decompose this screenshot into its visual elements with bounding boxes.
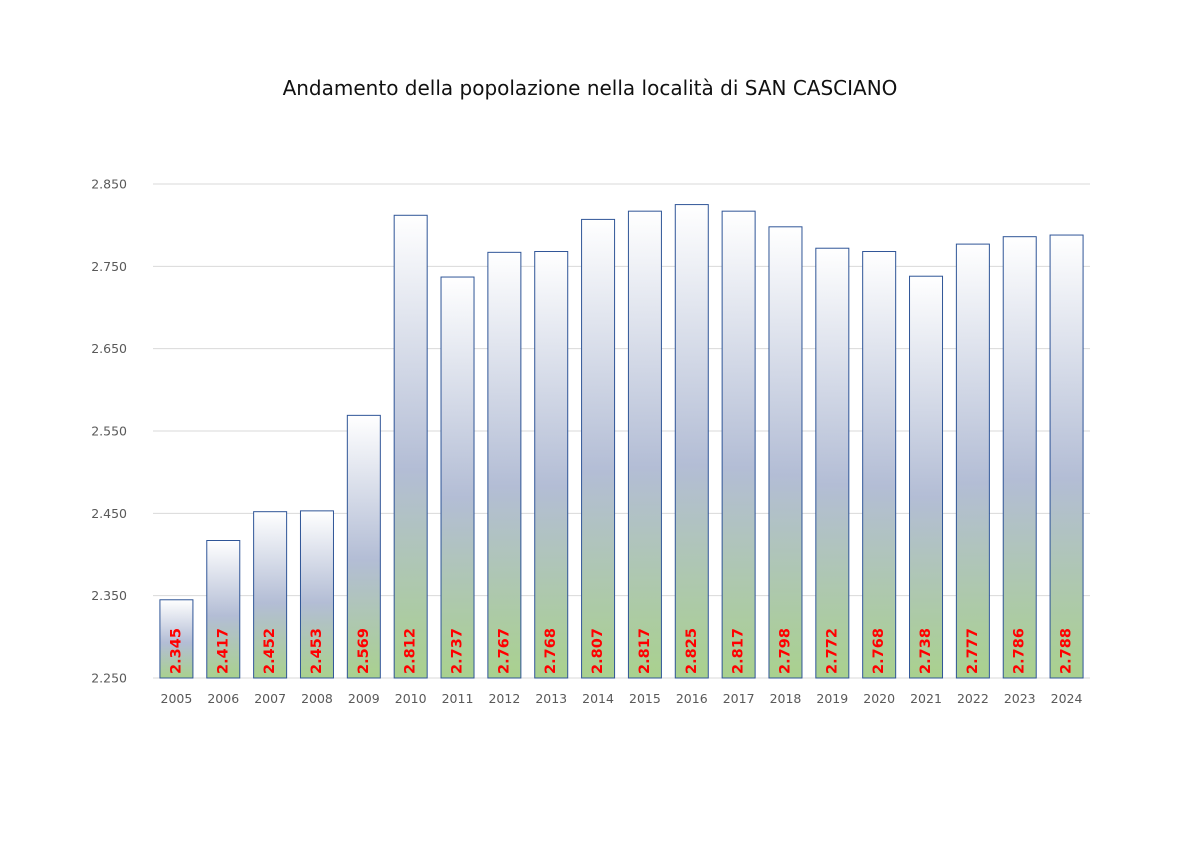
bar-2012 bbox=[487, 251, 522, 679]
x-tick-label: 2017 bbox=[723, 691, 755, 706]
bar-2023 bbox=[1002, 236, 1037, 679]
data-label: 2.777 bbox=[965, 628, 981, 674]
chart-title: Andamento della popolazione nella locali… bbox=[282, 76, 898, 100]
x-tick-label: 2021 bbox=[910, 691, 942, 706]
bar-2016 bbox=[674, 204, 709, 679]
x-tick-label: 2020 bbox=[863, 691, 895, 706]
x-tick-label: 2012 bbox=[488, 691, 520, 706]
bar-2005 bbox=[159, 599, 194, 679]
x-tick-label: 2023 bbox=[1004, 691, 1036, 706]
bar-2011 bbox=[440, 276, 475, 679]
data-label: 2.825 bbox=[684, 628, 700, 674]
bar-2013 bbox=[534, 251, 569, 679]
bars bbox=[159, 204, 1084, 679]
bar-2009 bbox=[346, 414, 381, 679]
x-tick-label: 2013 bbox=[535, 691, 567, 706]
x-tick-label: 2011 bbox=[442, 691, 474, 706]
data-label: 2.417 bbox=[215, 628, 231, 674]
y-tick-label: 2.450 bbox=[91, 506, 127, 521]
bar-2021 bbox=[909, 275, 944, 679]
y-tick-label: 2.850 bbox=[91, 177, 127, 192]
bar-2015 bbox=[627, 210, 662, 679]
bar-2020 bbox=[862, 251, 897, 679]
bar-2008 bbox=[299, 510, 334, 679]
data-label: 2.453 bbox=[309, 628, 325, 674]
x-tick-label: 2018 bbox=[770, 691, 802, 706]
x-tick-label: 2008 bbox=[301, 691, 333, 706]
data-label: 2.812 bbox=[403, 628, 419, 674]
data-label: 2.737 bbox=[450, 628, 466, 674]
data-label: 2.807 bbox=[590, 628, 606, 674]
data-labels: 2.345 2.417 2.452 2.453 2.569 2.812 2.737 2.767… bbox=[168, 628, 1074, 674]
x-tick-label: 2010 bbox=[395, 691, 427, 706]
data-label: 2.768 bbox=[543, 628, 559, 674]
data-label: 2.345 bbox=[168, 628, 184, 674]
data-label: 2.788 bbox=[1059, 628, 1075, 674]
bar-2019 bbox=[815, 247, 850, 679]
data-label: 2.768 bbox=[871, 628, 887, 674]
x-tick-label: 2005 bbox=[161, 691, 193, 706]
data-label: 2.817 bbox=[637, 628, 653, 674]
bar-2014 bbox=[581, 218, 616, 679]
y-tick-label: 2.650 bbox=[91, 341, 127, 356]
bar-2022 bbox=[955, 243, 990, 679]
data-label: 2.738 bbox=[918, 628, 934, 674]
y-tick-label: 2.550 bbox=[91, 424, 127, 439]
x-tick-label: 2024 bbox=[1051, 691, 1083, 706]
data-label: 2.817 bbox=[731, 628, 747, 674]
bar-2010 bbox=[393, 214, 428, 679]
bar-2017 bbox=[721, 210, 756, 679]
y-tick-label: 2.350 bbox=[91, 588, 127, 603]
x-tick-label: 2006 bbox=[207, 691, 239, 706]
x-axis-ticks: 2005 2006 2007 2008 2009 2010 2011 2012 2013 2014… bbox=[161, 691, 1083, 706]
data-label: 2.772 bbox=[824, 628, 840, 674]
bar-2024 bbox=[1049, 234, 1084, 679]
data-label: 2.452 bbox=[262, 628, 278, 674]
data-label: 2.767 bbox=[496, 628, 512, 674]
x-tick-label: 2014 bbox=[582, 691, 614, 706]
x-tick-label: 2016 bbox=[676, 691, 708, 706]
y-tick-label: 2.250 bbox=[91, 671, 127, 686]
data-label: 2.786 bbox=[1012, 628, 1028, 674]
y-axis-ticks: 2.250 2.350 2.450 2.550 2.650 2.750 2.850 bbox=[91, 177, 127, 686]
x-tick-label: 2022 bbox=[957, 691, 989, 706]
y-tick-label: 2.750 bbox=[91, 259, 127, 274]
bar-2006 bbox=[206, 540, 241, 679]
bar-2007 bbox=[253, 511, 288, 679]
x-tick-label: 2007 bbox=[254, 691, 286, 706]
x-tick-label: 2015 bbox=[629, 691, 661, 706]
data-label: 2.569 bbox=[356, 628, 372, 674]
gridlines bbox=[153, 183, 1090, 679]
bar-2018 bbox=[768, 226, 803, 679]
x-tick-label: 2019 bbox=[816, 691, 848, 706]
x-tick-label: 2009 bbox=[348, 691, 380, 706]
data-label: 2.798 bbox=[777, 628, 793, 674]
